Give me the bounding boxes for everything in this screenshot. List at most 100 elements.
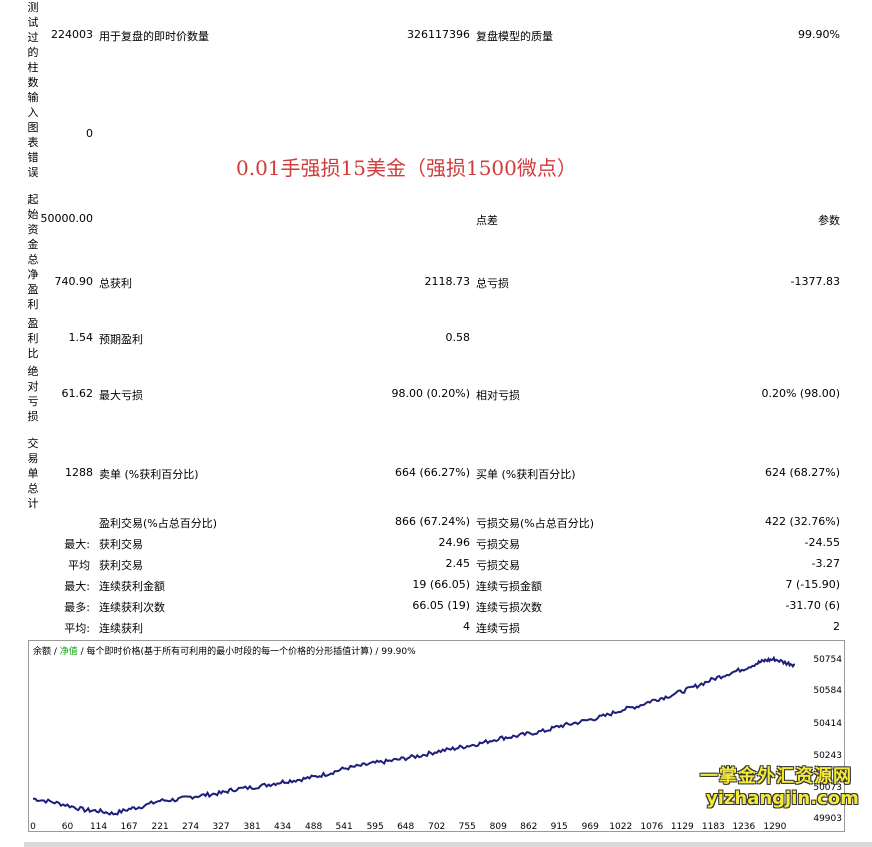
label-absolute-drawdown: 绝对亏损 [27, 365, 39, 423]
expected-payoff-label: 预期盈利 [99, 333, 143, 346]
loss-trades-label: 亏损交易(%占总百分比) [476, 517, 595, 530]
y-tick-label: 50414 [813, 719, 842, 729]
y-tick-label: 50754 [813, 655, 842, 665]
label-initial-deposit: 起始资金 [27, 193, 39, 251]
average-loss-label: 亏损交易 [476, 559, 520, 572]
x-tick-label: 1129 [670, 822, 694, 832]
relative-drawdown-value: 0.20% (98.00) [761, 387, 840, 400]
bars-tested-value: 224003 [51, 28, 93, 41]
largest-prefix: 最大: [64, 538, 90, 551]
x-tick-label: 60 [61, 822, 74, 832]
net-profit-value: 740.90 [54, 275, 94, 288]
spread-value: 参数 [818, 214, 840, 227]
legend-equity: 净值 [59, 647, 78, 657]
avg-consec-losses-value: 2 [833, 620, 840, 633]
avg-consec-prefix: 平均: [64, 622, 90, 635]
label-total-net-profit: 总净盈利 [27, 253, 39, 311]
watermark-url: yizhangjin.com [706, 788, 859, 809]
short-positions-value: 664 (66.27%) [394, 466, 470, 479]
balance-chart: 余额 / 净值 / 每个即时价格(基于所有可利用的最小时段的每一个价格的分形插值… [28, 640, 845, 832]
spread-label: 点差 [476, 214, 498, 227]
loss-trades-value: 422 (32.76%) [764, 515, 840, 528]
expected-payoff-value: 0.58 [445, 331, 471, 344]
modelling-quality-value: 99.90% [798, 28, 840, 41]
x-tick-label: 541 [335, 822, 353, 832]
x-tick-label: 221 [151, 822, 169, 832]
x-tick-label: 702 [428, 822, 446, 832]
x-tick-label: 1022 [609, 822, 633, 832]
total-trades-value: 1288 [65, 466, 93, 479]
short-positions-label: 卖单 (%获利百分比) [99, 468, 199, 481]
x-tick-label: 381 [243, 822, 261, 832]
y-tick-label: 50243 [813, 751, 842, 761]
avg-consec-wins-value: 4 [463, 620, 470, 633]
lot-annotation: 0.01手强损15美金（强损1500微点） [236, 156, 577, 180]
initial-deposit-value: 50000.00 [40, 212, 94, 225]
relative-drawdown-label: 相对亏损 [476, 389, 520, 402]
long-positions-value: 624 (68.27%) [764, 466, 840, 479]
modelling-quality-label: 复盘模型的质量 [476, 30, 553, 43]
max-consec-wins-money-label: 连续获利金额 [99, 580, 165, 593]
max-consec-prefix: 最大: [64, 580, 90, 593]
gross-profit-label: 总获利 [99, 277, 132, 290]
average-profit-label: 获利交易 [99, 559, 143, 572]
max-consec-wins-count-label: 连续获利次数 [99, 601, 165, 614]
largest-loss-value: -24.55 [804, 536, 840, 549]
label-profit-factor: 盈利比 [27, 317, 39, 360]
label-total-trades: 交易单总计 [27, 437, 39, 510]
x-tick-label: 1076 [640, 822, 664, 832]
legend-sep: / [51, 647, 60, 657]
max-consec-losses-money-value: 7 (-15.90) [785, 578, 840, 591]
x-tick-label: 1290 [763, 822, 787, 832]
maximal-drawdown-value: 98.00 (0.20%) [391, 387, 470, 400]
balance-plot [33, 655, 795, 816]
legend-balance: 余额 [33, 647, 52, 657]
chart-errors-value: 0 [86, 127, 93, 140]
profit-trades-value: 866 (67.24%) [394, 515, 470, 528]
bottom-scrollbar[interactable] [24, 842, 872, 847]
average-profit-value: 2.45 [445, 557, 471, 570]
ticks-modelled-value: 326117396 [407, 28, 470, 41]
x-tick-label: 915 [550, 822, 568, 832]
x-tick-label: 595 [366, 822, 384, 832]
max-consec-losses-count-value: -31.70 (6) [785, 599, 840, 612]
x-tick-label: 167 [120, 822, 138, 832]
y-tick-label: 50073 [813, 783, 842, 793]
label-bars-tested: 测试过的柱数 [27, 1, 39, 89]
maximal-drawdown-label: 最大亏损 [99, 389, 143, 402]
largest-profit-value: 24.96 [438, 536, 471, 549]
max-consec-wins-money-value: 19 (66.05) [412, 578, 470, 591]
x-tick-label: 114 [89, 822, 108, 832]
ticks-modelled-label: 用于复盘的即时价数量 [99, 30, 209, 43]
x-tick-label: 862 [520, 822, 538, 832]
x-tick-label: 969 [581, 822, 599, 832]
watermark-title: 一掌金外汇资源网 [700, 766, 852, 787]
x-tick-label: 809 [489, 822, 507, 832]
x-tick-label: 274 [181, 822, 200, 832]
x-tick-label: 434 [273, 822, 292, 832]
legend-desc: / 每个即时价格(基于所有可利用的最小时段的每一个价格的分形插值计算) / [77, 647, 382, 657]
gross-loss-value: -1377.83 [790, 275, 840, 288]
avg-consec-losses-label: 连续亏损 [476, 622, 520, 635]
average-loss-value: -3.27 [811, 557, 840, 570]
x-tick-label: 648 [397, 822, 415, 832]
balance-line [33, 655, 795, 816]
average-prefix: 平均 [68, 559, 90, 572]
x-tick-label: 1236 [732, 822, 756, 832]
legend-quality: 99.90% [381, 647, 416, 657]
gross-loss-label: 总亏损 [476, 277, 509, 290]
x-tick-label: 0 [30, 822, 36, 832]
max-consec-losses-money-label: 连续亏损金额 [476, 580, 542, 593]
max-consec-losses-count-label: 连续亏损次数 [476, 601, 542, 614]
x-tick-label: 1183 [701, 822, 725, 832]
chart-legend: 余额 / 净值 / 每个即时价格(基于所有可利用的最小时段的每一个价格的分形插值… [33, 644, 416, 657]
long-positions-label: 买单 (%获利百分比) [476, 468, 576, 481]
label-chart-errors: 输入图表错误 [27, 91, 39, 179]
largest-loss-label: 亏损交易 [476, 538, 520, 551]
avg-consec-wins-label: 连续获利 [99, 622, 143, 635]
max-consec-wins-count-value: 66.05 (19) [412, 599, 470, 612]
x-tick-label: 755 [458, 822, 476, 832]
x-tick-label: 327 [212, 822, 230, 832]
absolute-drawdown-value: 61.62 [61, 387, 94, 400]
y-tick-label: 50584 [813, 686, 842, 696]
